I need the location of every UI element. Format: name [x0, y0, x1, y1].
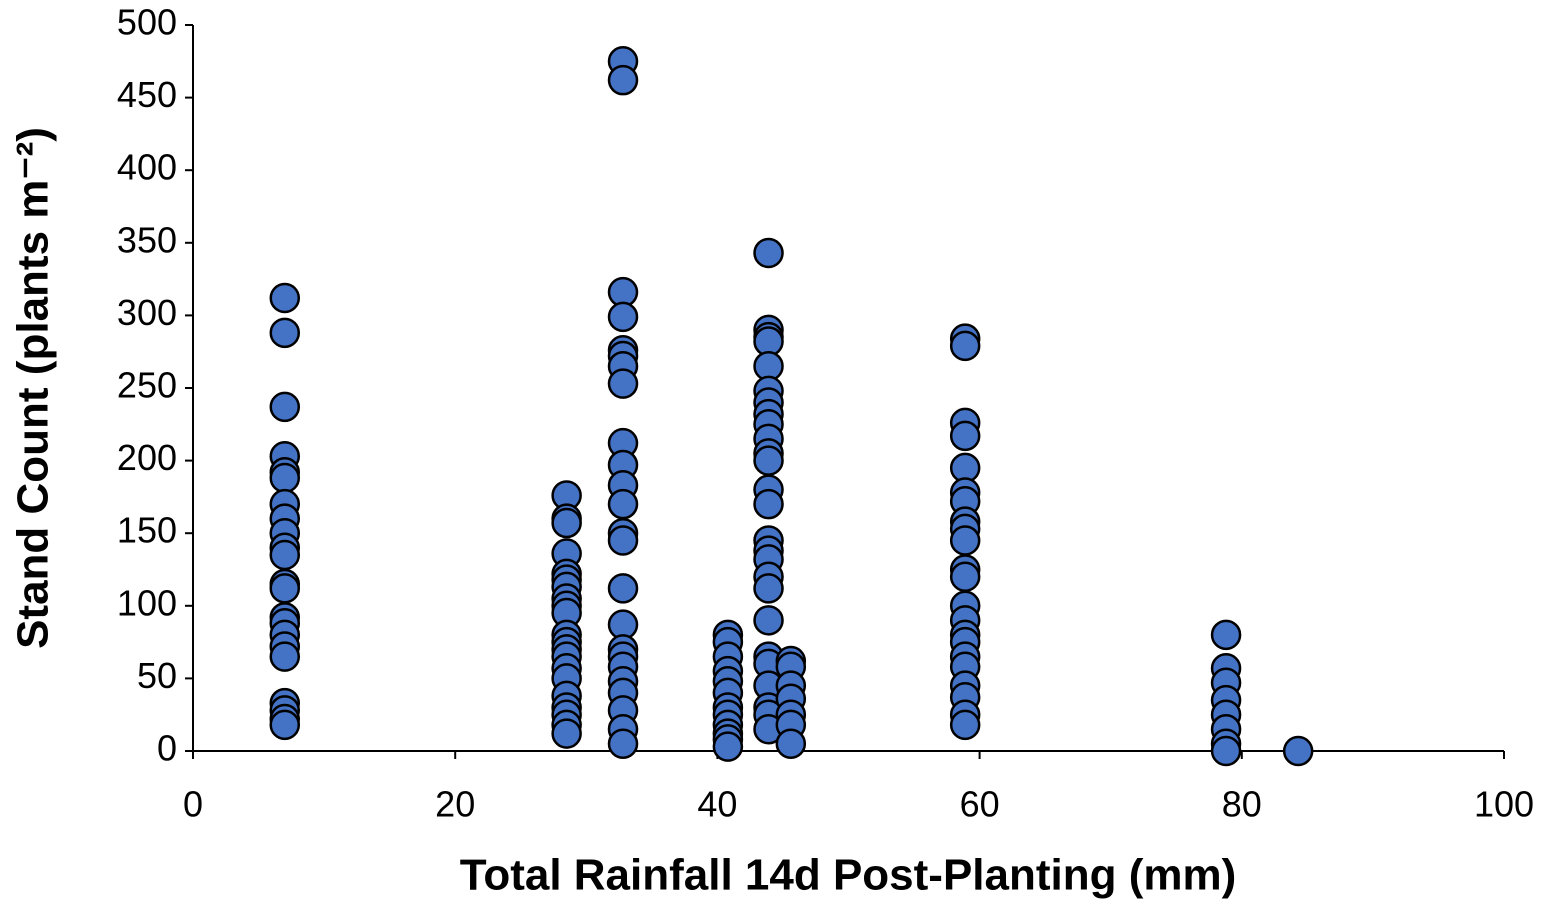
- x-tick-label: 20: [435, 784, 475, 825]
- point: [269, 573, 301, 604]
- y-tick-label: 400: [117, 147, 177, 188]
- point: [269, 539, 301, 571]
- y-tick-label: 350: [117, 219, 177, 260]
- y-tick-label: 300: [117, 292, 177, 333]
- point: [551, 718, 582, 749]
- point: [753, 237, 784, 269]
- point: [949, 709, 981, 741]
- y-tick-label: 0: [157, 728, 177, 769]
- point: [1210, 619, 1242, 651]
- point: [269, 709, 301, 741]
- point: [753, 445, 784, 476]
- y-tick-label: 500: [117, 2, 177, 43]
- point: [753, 605, 784, 636]
- y-tick-label: 150: [117, 510, 177, 551]
- point: [269, 391, 301, 423]
- point: [551, 507, 582, 539]
- point: [607, 301, 639, 333]
- point: [269, 282, 301, 314]
- point: [269, 317, 301, 349]
- point: [949, 525, 981, 556]
- y-tick-label: 50: [137, 655, 177, 696]
- y-tick-label: 450: [117, 74, 177, 115]
- point: [1282, 735, 1314, 767]
- point: [607, 573, 639, 604]
- point: [1210, 735, 1242, 767]
- x-tick-label: 40: [697, 784, 737, 825]
- y-tick-label: 250: [117, 365, 177, 406]
- point: [607, 728, 639, 759]
- x-axis-title: Total Rainfall 14d Post-Planting (mm): [460, 851, 1237, 900]
- y-axis-title: Stand Count (plants m⁻²): [9, 127, 58, 649]
- point: [753, 488, 784, 520]
- y-tick-label: 100: [117, 582, 177, 623]
- point: [949, 420, 981, 452]
- point: [269, 462, 301, 494]
- point: [269, 641, 301, 672]
- point: [949, 330, 981, 362]
- point: [607, 525, 639, 556]
- point: [753, 573, 784, 604]
- point: [775, 728, 807, 759]
- y-tick-label: 200: [117, 437, 177, 478]
- x-tick-label: 0: [183, 784, 203, 825]
- point: [607, 64, 639, 96]
- point: [712, 731, 744, 762]
- x-tick-label: 60: [960, 784, 1000, 825]
- point: [949, 561, 981, 593]
- point: [607, 488, 639, 520]
- x-tick-label: 100: [1474, 784, 1534, 825]
- x-tick-label: 80: [1222, 784, 1262, 825]
- point: [607, 368, 639, 399]
